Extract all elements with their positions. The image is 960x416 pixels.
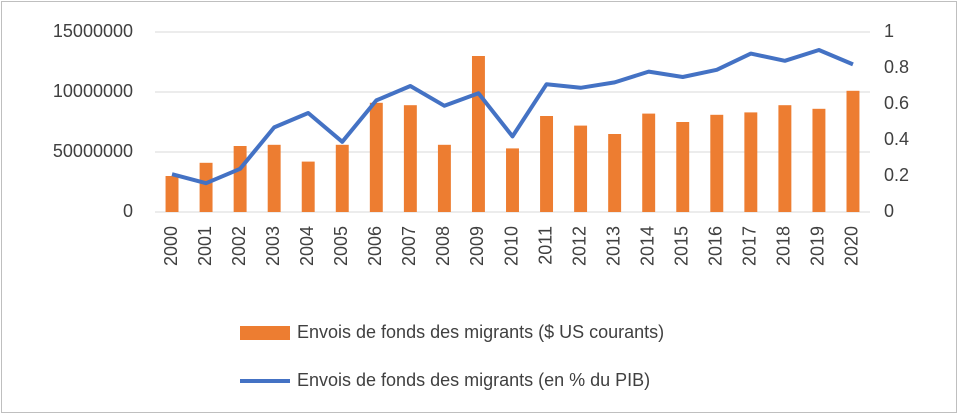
bar [471,56,485,212]
x-tick-label: 2020 [842,226,862,266]
x-tick-label: 2014 [637,226,657,266]
bar [642,113,656,212]
x-tick-label: 2009 [467,226,487,266]
legend-swatch [240,326,290,340]
bar [744,112,758,212]
x-tick-label: 2003 [263,226,283,266]
bar [676,122,690,212]
y-tick-label: 10000000 [53,81,133,101]
x-tick-label: 2018 [774,226,794,266]
y2-tick-label: 1 [884,21,894,41]
bar [812,108,826,212]
x-tick-label: 2010 [501,226,521,266]
x-tick-label: 2000 [161,226,181,266]
bar [335,144,349,212]
x-tick-label: 2019 [808,226,828,266]
bar [437,144,451,212]
bar [778,105,792,212]
legend-label: Envois de fonds des migrants ($ US coura… [297,322,664,342]
y2-tick-label: 0 [884,201,894,221]
bar [574,125,588,212]
y2-tick-label: 0.6 [884,93,909,113]
x-tick-label: 2001 [195,226,215,266]
bar [608,134,622,212]
bar [301,161,315,212]
bar [369,102,383,212]
bar [506,148,519,212]
x-tick-label: 2013 [603,226,623,266]
y2-tick-label: 0.4 [884,129,909,149]
bar [165,176,179,212]
bar [233,146,247,212]
bar [403,105,417,212]
x-tick-label: 2017 [740,226,760,266]
x-tick-label: 2016 [706,226,726,266]
bar [540,116,554,212]
y2-tick-label: 0.8 [884,57,909,77]
x-tick-label: 2012 [569,226,589,266]
line [171,48,854,186]
y-tick-label: 0 [123,201,133,221]
bar [267,144,281,212]
legend-label: Envois de fonds des migrants (en % du PI… [297,370,650,390]
bar [199,162,213,212]
y-tick-label: 15000000 [53,21,133,41]
y-tick-label: 50000000 [53,141,133,161]
x-tick-label: 2005 [331,226,351,266]
x-tick-label: 2015 [671,226,691,266]
bar [846,90,860,212]
bar [710,114,724,212]
x-tick-label: 2008 [433,226,453,266]
x-tick-label: 2007 [399,226,419,266]
y2-tick-label: 0.2 [884,165,909,185]
x-tick-label: 2004 [297,226,317,266]
x-tick-label: 2006 [365,226,385,266]
x-tick-label: 2002 [229,226,249,266]
x-tick-label: 2011 [535,226,555,265]
